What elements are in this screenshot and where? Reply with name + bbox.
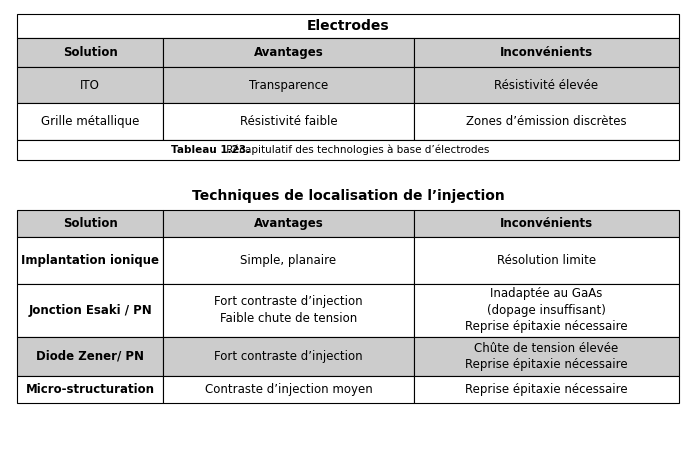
Text: Zones d’émission discrètes: Zones d’émission discrètes [466,116,626,128]
Bar [414,67,679,103]
Bar [17,284,163,337]
Text: Inconvénients: Inconvénients [500,46,593,59]
Text: Solution: Solution [63,217,118,230]
Text: Jonction Esaki / PN: Jonction Esaki / PN [29,304,152,317]
Text: Transparence: Transparence [249,79,328,91]
Bar [414,337,679,376]
Bar [163,284,414,337]
Text: Solution: Solution [63,46,118,59]
Text: Récapitulatif des technologies à base d’électrodes: Récapitulatif des technologies à base d’… [223,145,489,155]
Bar [163,210,414,237]
Bar [414,284,679,337]
Text: Implantation ionique: Implantation ionique [21,254,159,267]
Bar [17,103,163,140]
Text: Micro-structuration: Micro-structuration [26,383,155,396]
Bar [414,38,679,67]
Bar [17,376,163,403]
Bar [163,103,414,140]
Text: Inadaptée au GaAs
(dopage insuffisant)
Reprise épitaxie nécessaire: Inadaptée au GaAs (dopage insuffisant) R… [465,287,628,333]
Bar [414,210,679,237]
Bar [17,237,163,284]
Bar [17,14,679,38]
Text: Reprise épitaxie nécessaire: Reprise épitaxie nécessaire [465,383,628,396]
Bar [17,140,679,160]
Text: Grille métallique: Grille métallique [41,116,139,128]
Bar [414,237,679,284]
Text: Diode Zener/ PN: Diode Zener/ PN [36,350,144,363]
Text: Simple, planaire: Simple, planaire [240,254,337,267]
Bar [17,67,163,103]
Text: Electrodes: Electrodes [307,19,389,33]
Text: Techniques de localisation de l’injection: Techniques de localisation de l’injectio… [191,189,505,203]
Bar [163,376,414,403]
Text: Résolution limite: Résolution limite [497,254,596,267]
Bar [163,237,414,284]
Bar [414,103,679,140]
Text: Fort contraste d’injection: Fort contraste d’injection [214,350,363,363]
Bar [163,67,414,103]
Text: Contraste d’injection moyen: Contraste d’injection moyen [205,383,372,396]
Text: Tableau 1.23.: Tableau 1.23. [171,145,250,155]
Text: Résistivité faible: Résistivité faible [239,116,338,128]
Bar [163,337,414,376]
Text: ITO: ITO [80,79,100,91]
Text: Résistivité élevée: Résistivité élevée [494,79,599,91]
Bar [17,210,163,237]
Text: Avantages: Avantages [253,46,324,59]
Text: Inconvénients: Inconvénients [500,217,593,230]
Text: Chûte de tension élevée
Reprise épitaxie nécessaire: Chûte de tension élevée Reprise épitaxie… [465,342,628,371]
Bar [163,38,414,67]
Bar [17,337,163,376]
Bar [414,376,679,403]
Text: Fort contraste d’injection
Faible chute de tension: Fort contraste d’injection Faible chute … [214,296,363,325]
Bar [17,38,163,67]
Text: Avantages: Avantages [253,217,324,230]
